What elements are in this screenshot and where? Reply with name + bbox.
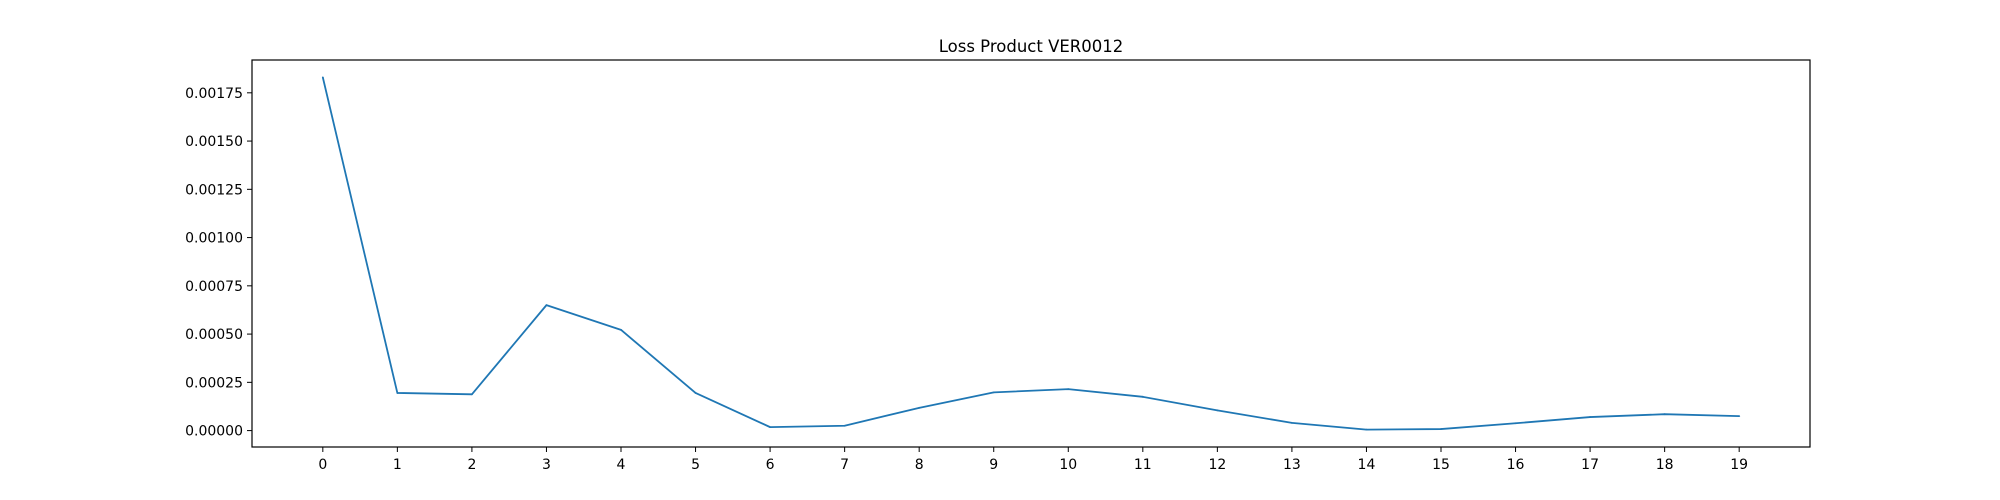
data-point xyxy=(321,76,324,79)
chart-title: Loss Product VER0012 xyxy=(939,37,1124,56)
x-tick-label: 17 xyxy=(1581,457,1599,473)
data-point xyxy=(396,392,399,394)
x-tick-label: 13 xyxy=(1283,457,1301,473)
series-line-loss xyxy=(321,77,1740,431)
x-tick-label: 10 xyxy=(1059,457,1077,473)
y-tick-label: 0.00050 xyxy=(185,327,243,343)
data-point xyxy=(1440,428,1442,430)
x-tick-label: 9 xyxy=(989,457,998,473)
data-point xyxy=(992,391,995,394)
x-tick-label: 2 xyxy=(467,457,476,473)
data-point xyxy=(1738,415,1741,418)
x-tick-label: 1 xyxy=(393,457,402,473)
x-tick-label: 14 xyxy=(1358,457,1376,473)
y-tick-label: 0.00125 xyxy=(185,182,243,198)
data-point xyxy=(1663,413,1666,416)
data-point xyxy=(545,304,548,307)
x-tick-label: 6 xyxy=(766,457,775,473)
x-tick-label: 12 xyxy=(1208,457,1226,473)
x-tick-label: 3 xyxy=(542,457,551,473)
y-tick-label: 0.00150 xyxy=(185,134,243,150)
x-tick-label: 8 xyxy=(915,457,924,473)
data-point xyxy=(1589,416,1591,418)
y-tick-label: 0.00075 xyxy=(185,279,243,295)
y-tick-label: 0.00025 xyxy=(185,375,243,391)
x-tick-label: 5 xyxy=(691,457,700,473)
y-tick-label: 0.00100 xyxy=(185,231,243,247)
x-axis: 0 1 2 3 4 5 6 7 8 9 10 11 12 13 14 15 16 17 18 19 xyxy=(318,447,1748,473)
data-point xyxy=(1141,395,1144,398)
data-point xyxy=(1365,428,1368,431)
data-point xyxy=(769,426,771,429)
x-tick-label: 19 xyxy=(1730,457,1748,473)
data-point xyxy=(843,424,846,427)
data-point xyxy=(1067,388,1070,390)
plot-frame xyxy=(251,59,1811,448)
plot-lines xyxy=(321,76,1741,431)
data-point xyxy=(1291,421,1293,424)
data-point xyxy=(918,406,921,409)
x-tick-label: 18 xyxy=(1656,457,1674,473)
data-point xyxy=(1216,409,1219,412)
data-point xyxy=(694,392,697,394)
x-tick-label: 15 xyxy=(1432,457,1450,473)
data-point xyxy=(1514,422,1517,425)
x-tick-label: 7 xyxy=(840,457,849,473)
x-tick-label: 11 xyxy=(1134,457,1152,473)
y-tick-label: 0.00000 xyxy=(185,424,243,440)
y-tick-label: 0.00175 xyxy=(185,86,243,102)
x-tick-label: 4 xyxy=(617,457,626,473)
data-point xyxy=(620,328,622,331)
x-tick-label: 16 xyxy=(1507,457,1525,473)
x-tick-label: 0 xyxy=(318,457,327,473)
y-axis: 0.00000 0.00025 0.00050 0.00075 0.00100 0.001… xyxy=(185,86,252,440)
data-point xyxy=(471,393,473,396)
